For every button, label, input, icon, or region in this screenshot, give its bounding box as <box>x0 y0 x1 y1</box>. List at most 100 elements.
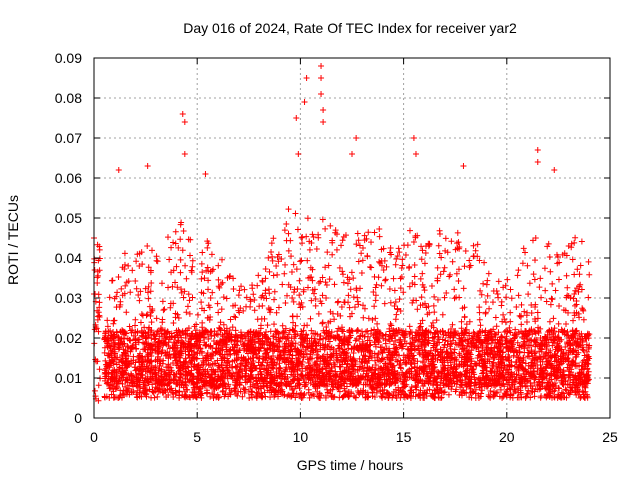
data-point <box>500 311 507 318</box>
data-point <box>136 377 143 384</box>
data-point <box>333 231 340 238</box>
data-point <box>104 323 111 330</box>
data-point <box>144 289 151 296</box>
data-point <box>220 294 227 301</box>
data-point <box>321 329 328 336</box>
data-point <box>193 355 200 362</box>
data-point <box>421 300 428 307</box>
data-point <box>353 328 360 335</box>
data-point <box>438 394 445 401</box>
data-point <box>245 359 252 366</box>
data-point <box>316 390 323 397</box>
data-point <box>246 394 253 401</box>
data-point <box>318 300 325 307</box>
data-point <box>364 393 371 400</box>
data-point <box>578 369 585 376</box>
data-point <box>177 375 184 382</box>
data-point <box>423 377 430 384</box>
data-point <box>219 368 226 375</box>
data-point <box>127 327 134 334</box>
data-point <box>448 326 455 333</box>
data-point <box>399 256 406 263</box>
data-point <box>454 240 461 247</box>
data-point <box>394 306 401 313</box>
data-point <box>281 343 288 350</box>
data-point <box>479 362 486 369</box>
data-point <box>343 383 350 390</box>
data-point <box>521 367 528 374</box>
data-point <box>417 302 424 309</box>
data-point <box>547 390 554 397</box>
data-point <box>432 390 439 397</box>
data-point <box>114 289 121 296</box>
data-point <box>347 286 354 293</box>
data-point <box>180 228 187 235</box>
data-point <box>205 286 212 293</box>
data-point <box>191 381 198 388</box>
data-point <box>503 333 510 340</box>
data-point <box>143 334 150 341</box>
data-point <box>162 352 169 359</box>
data-point <box>110 358 117 365</box>
data-point <box>440 268 447 275</box>
data-point <box>518 301 525 308</box>
data-point <box>134 374 141 381</box>
data-point <box>159 319 166 326</box>
data-point <box>372 292 379 299</box>
data-point <box>534 309 541 316</box>
data-point <box>275 355 282 362</box>
data-point <box>145 325 152 332</box>
data-point <box>393 311 400 318</box>
data-point <box>304 356 311 363</box>
data-point <box>410 297 417 304</box>
data-point <box>447 271 454 278</box>
data-point <box>367 330 374 337</box>
data-point <box>440 380 447 387</box>
data-point <box>469 335 476 342</box>
data-point <box>542 287 549 294</box>
data-point <box>585 361 592 368</box>
data-point <box>488 333 495 340</box>
data-point <box>371 229 378 236</box>
data-point <box>436 227 443 234</box>
data-point <box>220 321 227 328</box>
data-point <box>185 325 192 332</box>
data-point <box>534 355 541 362</box>
data-point <box>247 383 254 390</box>
data-point <box>345 393 352 400</box>
data-point <box>126 360 133 367</box>
data-point <box>509 394 516 401</box>
data-point <box>371 303 378 310</box>
data-point <box>270 365 277 372</box>
data-point <box>384 389 391 396</box>
data-point <box>436 250 443 257</box>
data-point <box>575 349 582 356</box>
data-point <box>448 355 455 362</box>
data-point <box>311 286 318 293</box>
data-point <box>544 243 551 250</box>
data-point <box>554 253 561 260</box>
data-point <box>309 277 316 284</box>
data-point <box>308 240 315 247</box>
data-point <box>115 359 122 366</box>
data-point <box>433 381 440 388</box>
data-point <box>150 389 157 396</box>
data-point <box>421 343 428 350</box>
data-point <box>453 294 460 301</box>
data-point <box>487 368 494 375</box>
data-point <box>567 371 574 378</box>
data-point <box>516 357 523 364</box>
data-point <box>428 283 435 290</box>
data-point <box>329 378 336 385</box>
data-point <box>307 380 314 387</box>
data-point <box>380 267 387 274</box>
data-point <box>218 355 225 362</box>
data-point <box>183 382 190 389</box>
data-point <box>378 246 385 253</box>
data-point <box>336 394 343 401</box>
data-point <box>580 381 587 388</box>
data-point <box>523 391 530 398</box>
data-point <box>420 284 427 291</box>
data-point <box>184 372 191 379</box>
data-point <box>290 368 297 375</box>
